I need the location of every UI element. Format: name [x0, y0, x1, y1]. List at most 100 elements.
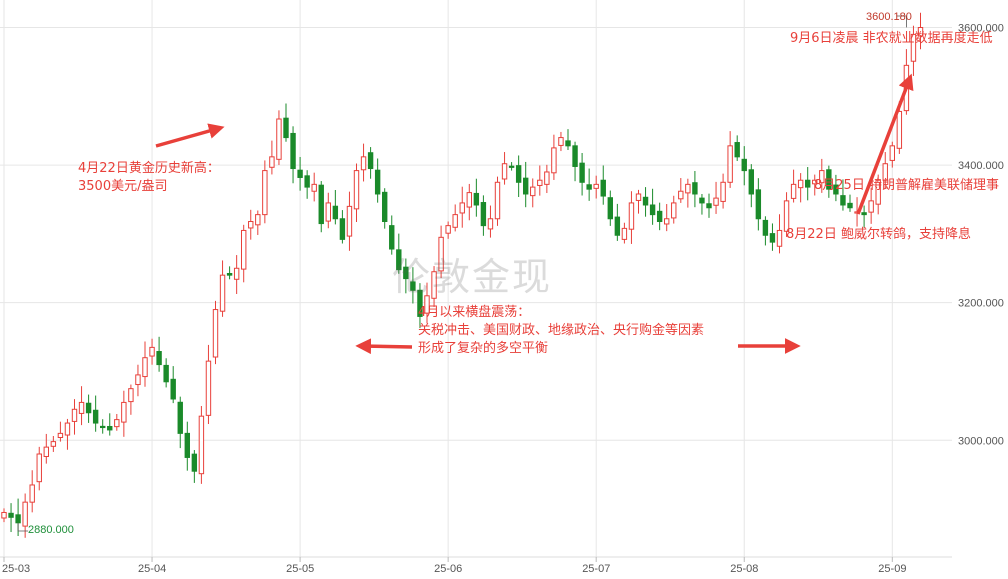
candle: [170, 366, 176, 404]
candle: [255, 210, 261, 235]
candle-body-up: [797, 179, 804, 189]
candle-body-up: [551, 147, 557, 174]
candle: [494, 176, 501, 226]
candle-body-down: [473, 192, 480, 206]
candle-body-down: [762, 219, 769, 236]
candle-body-up: [198, 415, 205, 475]
candle: [121, 390, 127, 437]
candle: [78, 386, 85, 426]
candle-body-up: [346, 205, 353, 237]
candle-body-up: [664, 218, 670, 225]
candle: [523, 161, 529, 208]
annotation-line: 9月6日凌晨 非农就业数据再度走低: [790, 31, 993, 46]
candle: [163, 358, 169, 388]
candle-body-down: [318, 184, 324, 225]
max-value-label: 3600.180: [866, 11, 912, 23]
candle: [706, 193, 712, 218]
candle: [212, 300, 219, 365]
candle: [417, 283, 423, 329]
candle: [558, 131, 564, 152]
candle: [318, 181, 324, 233]
candle: [367, 147, 374, 179]
candle: [868, 187, 874, 224]
candle: [480, 195, 487, 236]
candle-body-down: [565, 140, 571, 147]
candle-body-down: [515, 165, 522, 183]
candle: [184, 421, 191, 471]
candle: [219, 260, 226, 317]
candle: [290, 126, 296, 184]
candle: [805, 167, 811, 201]
y-tick-label: 3000.000: [958, 435, 1004, 447]
candle-body-up: [530, 186, 536, 197]
candle: [607, 190, 613, 226]
annotation-line: 3500美元/盎司: [78, 179, 168, 194]
candle: [191, 450, 198, 483]
candle: [431, 266, 437, 307]
candle-body-down: [748, 169, 754, 195]
candle-body-up: [896, 110, 903, 149]
candle: [537, 165, 543, 196]
candle-body-up: [71, 408, 78, 422]
candle: [762, 216, 769, 246]
candle: [875, 174, 881, 215]
candle-body-up: [325, 202, 332, 222]
candle-body-down: [734, 142, 740, 158]
x-tick-label: 25-04: [138, 563, 166, 575]
candle-body-up: [360, 156, 367, 171]
candle-body-down: [417, 289, 423, 317]
candle: [790, 169, 797, 203]
candle: [276, 110, 282, 165]
annotation-line: 8月22日 鲍威尔转鸽，支持降息: [786, 227, 971, 242]
candle: [1, 508, 7, 523]
candle-body-down: [833, 184, 839, 195]
candle-body-up: [135, 374, 141, 386]
candle-body-up: [22, 501, 28, 527]
candle-body-up: [678, 190, 684, 200]
candle: [438, 225, 444, 279]
candle-body-down: [85, 402, 92, 414]
candle: [156, 336, 162, 372]
candle-body-up: [248, 221, 254, 229]
candle: [544, 164, 550, 194]
min-leader-line: [17, 522, 29, 532]
candle-body-up: [78, 401, 85, 414]
candle-body-down: [367, 152, 374, 170]
candle-body-up: [544, 171, 550, 185]
candle: [586, 168, 592, 201]
candle-body-down: [339, 218, 346, 240]
candle-body-up: [776, 229, 783, 247]
candle-body-up: [29, 484, 35, 503]
candle: [671, 195, 677, 224]
candle: [889, 141, 895, 168]
candle: [198, 405, 205, 484]
candle: [656, 202, 663, 231]
candle: [396, 233, 402, 274]
candle: [720, 173, 726, 209]
candle-body-down: [184, 432, 191, 458]
y-tick-label: 3400.000: [958, 160, 1004, 172]
candle: [635, 189, 642, 214]
candle: [389, 215, 395, 255]
candle: [382, 188, 388, 229]
candle: [628, 191, 635, 244]
candle: [565, 129, 571, 150]
candle: [783, 192, 790, 237]
candle-body-up: [57, 432, 64, 439]
candle-body-down: [382, 191, 388, 223]
candle-body-up: [593, 183, 599, 189]
candle-body-down: [100, 425, 106, 429]
candle-body-up: [114, 419, 120, 428]
candle: [360, 143, 367, 182]
candle: [515, 155, 522, 198]
candle: [29, 470, 35, 513]
candle-body-down: [170, 378, 176, 400]
candle-body-down: [396, 249, 402, 271]
candle: [664, 204, 670, 232]
candle-body-down: [8, 512, 14, 518]
candle-body-up: [269, 156, 275, 168]
candle-body-up: [241, 229, 247, 270]
candle: [325, 192, 332, 229]
candle: [205, 344, 212, 425]
candle: [487, 205, 494, 238]
